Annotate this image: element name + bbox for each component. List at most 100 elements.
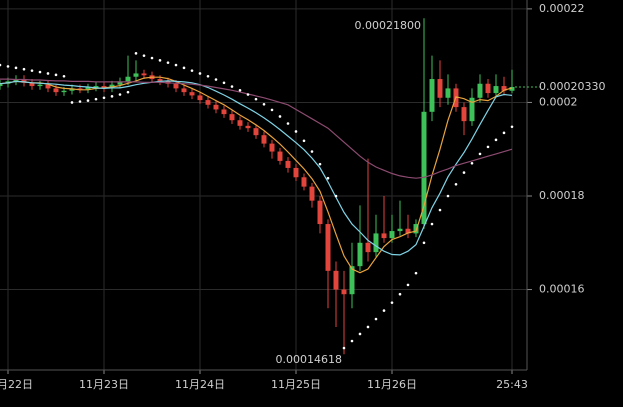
candle-body xyxy=(485,83,491,94)
candle-body xyxy=(61,90,67,93)
candle-body xyxy=(373,233,379,253)
sar-dot xyxy=(278,115,282,118)
high-label: 0.00021800 xyxy=(355,19,421,32)
candle-body xyxy=(125,76,131,82)
sar-dot xyxy=(438,208,442,212)
candle-body xyxy=(501,86,507,91)
candle-body xyxy=(37,84,43,87)
sar-dot xyxy=(326,176,330,180)
sar-dot xyxy=(70,101,74,104)
candle-body xyxy=(421,111,427,225)
x-tick-label: 11月22日 xyxy=(0,378,33,391)
candle-body xyxy=(309,186,315,201)
sar-dot xyxy=(318,162,322,166)
sar-dot xyxy=(110,95,114,98)
y-tick-label: 0.0002 xyxy=(539,95,578,108)
candle-body xyxy=(13,79,19,82)
sar-dot xyxy=(462,171,466,174)
sar-dot xyxy=(478,152,482,156)
candle-body xyxy=(69,88,75,91)
sar-dot xyxy=(230,85,234,88)
candle-body xyxy=(237,120,243,126)
sar-dot xyxy=(350,339,354,343)
candle-body xyxy=(389,231,395,239)
sar-dot xyxy=(358,332,362,336)
candle-body xyxy=(405,228,411,234)
sar-dot xyxy=(78,100,82,103)
sar-dot xyxy=(366,325,370,329)
sar-dot xyxy=(510,125,514,129)
sar-dot xyxy=(214,78,218,81)
sar-dot xyxy=(422,241,426,245)
candle-body xyxy=(381,233,387,239)
candle-body xyxy=(261,135,267,144)
moving-average xyxy=(0,80,513,256)
sar-dot xyxy=(102,96,106,100)
candle-body xyxy=(213,104,219,110)
sar-dot xyxy=(150,56,154,60)
sar-dot xyxy=(182,66,186,70)
sar-dot xyxy=(494,138,498,142)
candle-body xyxy=(357,242,363,267)
candle-body xyxy=(181,88,187,93)
candle-body xyxy=(189,92,195,96)
candle-body xyxy=(77,88,83,90)
sar-dot xyxy=(134,52,138,55)
x-tick-label: 25:43 xyxy=(496,378,528,391)
current-price-label: 0.00020330 xyxy=(539,80,605,93)
sar-dot xyxy=(166,61,170,64)
sar-dot xyxy=(454,182,458,186)
sar-dot xyxy=(254,97,258,101)
candle-body xyxy=(93,86,99,88)
candle-body xyxy=(0,83,3,87)
candle-body xyxy=(221,109,227,115)
candle-body xyxy=(269,143,275,152)
sar-dot xyxy=(62,74,66,78)
sar-dot xyxy=(414,271,418,275)
sar-dot xyxy=(502,131,506,135)
sar-dot xyxy=(262,103,266,106)
candle-body xyxy=(253,128,259,136)
sar-dot xyxy=(334,194,338,198)
candle-body xyxy=(157,79,163,82)
candle-body xyxy=(429,79,435,112)
candle-body xyxy=(245,125,251,129)
sar-dot xyxy=(0,63,2,67)
sar-dot xyxy=(342,346,346,350)
x-tick-label: 11月24日 xyxy=(175,378,225,391)
sar-dot xyxy=(174,63,178,67)
candle-body xyxy=(29,82,35,87)
candle-body xyxy=(333,270,339,290)
sar-dot xyxy=(246,93,250,96)
candle-body xyxy=(45,84,51,89)
candle-body xyxy=(317,200,323,225)
sar-dot xyxy=(406,283,410,287)
sar-dot xyxy=(6,65,10,68)
y-tick-label: 0.00022 xyxy=(539,2,585,15)
candle-body xyxy=(509,87,515,91)
sar-dot xyxy=(310,150,314,153)
sar-dot xyxy=(222,81,226,85)
sar-dot xyxy=(446,194,450,198)
sar-dot xyxy=(46,72,50,75)
sar-dot xyxy=(430,222,434,226)
sar-dot xyxy=(38,70,42,74)
sar-dot xyxy=(30,69,34,72)
sar-dot xyxy=(94,97,98,101)
x-tick-label: 11月23日 xyxy=(79,378,129,391)
sar-dot xyxy=(126,90,130,94)
candle-body xyxy=(461,107,467,122)
candle-body xyxy=(301,177,307,187)
moving-average xyxy=(0,78,513,179)
y-tick-label: 0.00018 xyxy=(539,189,585,202)
sar-dot xyxy=(286,122,290,125)
candle-body xyxy=(133,73,139,77)
candle-body xyxy=(205,100,211,105)
sar-dot xyxy=(22,67,26,71)
low-label: 0.00014618 xyxy=(276,353,342,366)
sar-dot xyxy=(374,317,378,321)
candle-body xyxy=(397,228,403,232)
sar-dot xyxy=(390,301,394,304)
